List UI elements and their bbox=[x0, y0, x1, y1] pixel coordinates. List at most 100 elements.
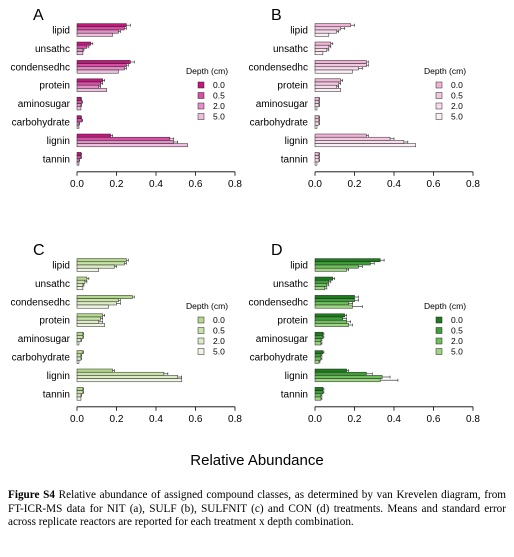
category-label: carbohydrate bbox=[250, 353, 309, 364]
category-label: lipid bbox=[52, 261, 70, 272]
panel-label: B bbox=[271, 7, 282, 24]
bar bbox=[314, 279, 330, 284]
legend-label: 0.5 bbox=[213, 326, 225, 336]
x-tick-label: 0.4 bbox=[149, 414, 163, 425]
category-label: condensedhc bbox=[11, 62, 71, 73]
category-label: aminosugar bbox=[18, 99, 71, 110]
bar bbox=[76, 378, 182, 383]
legend-label: 2.0 bbox=[213, 336, 225, 346]
category-label: tannin bbox=[281, 389, 308, 400]
bar bbox=[314, 133, 367, 138]
legend-label: 0.5 bbox=[451, 326, 463, 336]
category-label: unsathc bbox=[35, 44, 70, 55]
category-label: lipid bbox=[290, 261, 308, 272]
legend-label: 2.0 bbox=[213, 101, 225, 111]
bar bbox=[76, 375, 178, 379]
x-tick-label: 0.8 bbox=[466, 414, 480, 425]
category-label: protein bbox=[39, 316, 70, 327]
x-tick-label: 0.8 bbox=[466, 179, 480, 190]
legend-swatch bbox=[435, 327, 443, 334]
legend-swatch bbox=[197, 337, 205, 345]
bar bbox=[76, 88, 107, 92]
bar bbox=[314, 161, 318, 166]
bar bbox=[76, 319, 99, 324]
bar bbox=[76, 115, 82, 120]
category-label: condensedhc bbox=[11, 297, 71, 308]
legend-swatch bbox=[197, 113, 205, 120]
bar bbox=[314, 69, 353, 74]
bar bbox=[314, 359, 320, 364]
category-label: condensedhc bbox=[249, 297, 309, 308]
bar bbox=[314, 350, 324, 355]
category-label: carbohydrate bbox=[12, 118, 71, 129]
bar bbox=[314, 155, 320, 160]
bar bbox=[314, 78, 341, 83]
bar bbox=[76, 390, 84, 395]
bar bbox=[314, 301, 349, 306]
bar bbox=[314, 152, 320, 156]
legend-swatch bbox=[197, 81, 205, 89]
bar bbox=[314, 393, 322, 398]
bar bbox=[314, 353, 322, 358]
bar bbox=[76, 258, 127, 263]
bar bbox=[314, 158, 320, 163]
x-tick-label: 0.2 bbox=[348, 179, 362, 190]
legend-swatch bbox=[435, 92, 443, 99]
bar bbox=[76, 298, 119, 303]
bar bbox=[76, 152, 82, 156]
bar bbox=[314, 81, 339, 86]
legend-swatch bbox=[435, 337, 443, 345]
bar bbox=[76, 118, 83, 123]
bar bbox=[314, 103, 320, 108]
bar bbox=[76, 323, 105, 327]
bar bbox=[76, 41, 92, 46]
bar bbox=[314, 115, 320, 120]
bar bbox=[76, 341, 80, 346]
legend-swatch bbox=[435, 348, 443, 355]
bar bbox=[314, 258, 381, 263]
bar bbox=[76, 81, 101, 86]
bar bbox=[76, 100, 83, 104]
bar bbox=[76, 371, 165, 376]
bar bbox=[76, 359, 80, 364]
category-label: protein bbox=[277, 316, 308, 327]
bar bbox=[76, 331, 84, 336]
category-label: lignin bbox=[47, 371, 70, 382]
x-tick-label: 0.2 bbox=[110, 179, 124, 190]
bar bbox=[314, 261, 371, 266]
bar bbox=[314, 121, 320, 126]
bar bbox=[76, 155, 82, 160]
bar bbox=[76, 161, 80, 166]
bar bbox=[314, 323, 349, 327]
x-tick-label: 0.4 bbox=[387, 179, 401, 190]
bar bbox=[76, 301, 117, 306]
bar bbox=[76, 136, 171, 141]
bar bbox=[76, 44, 88, 49]
x-tick-label: 0.6 bbox=[427, 179, 441, 190]
bar bbox=[314, 23, 351, 28]
figure-caption: Figure S4 Relative abundance of assigned… bbox=[8, 489, 506, 530]
bar bbox=[76, 279, 86, 284]
x-axis-label: Relative Abundance bbox=[190, 452, 324, 469]
legend-title: Depth (cm) bbox=[424, 66, 466, 76]
legend-label: 5.0 bbox=[451, 347, 463, 357]
legend-label: 0.0 bbox=[451, 80, 463, 90]
bar bbox=[314, 304, 353, 309]
legend-label: 2.0 bbox=[451, 336, 463, 346]
bar bbox=[76, 143, 188, 148]
bar bbox=[76, 286, 84, 291]
bar bbox=[76, 48, 84, 52]
category-label: protein bbox=[39, 81, 70, 92]
category-label: tannin bbox=[43, 154, 70, 165]
x-tick-label: 0.2 bbox=[348, 414, 362, 425]
bar bbox=[314, 378, 381, 383]
bar bbox=[76, 66, 125, 71]
category-label: carbohydrate bbox=[12, 353, 71, 364]
bar bbox=[314, 264, 359, 269]
bar bbox=[76, 96, 82, 101]
x-tick-label: 0.0 bbox=[308, 179, 322, 190]
category-label: tannin bbox=[281, 154, 308, 165]
legend-swatch bbox=[197, 327, 205, 334]
